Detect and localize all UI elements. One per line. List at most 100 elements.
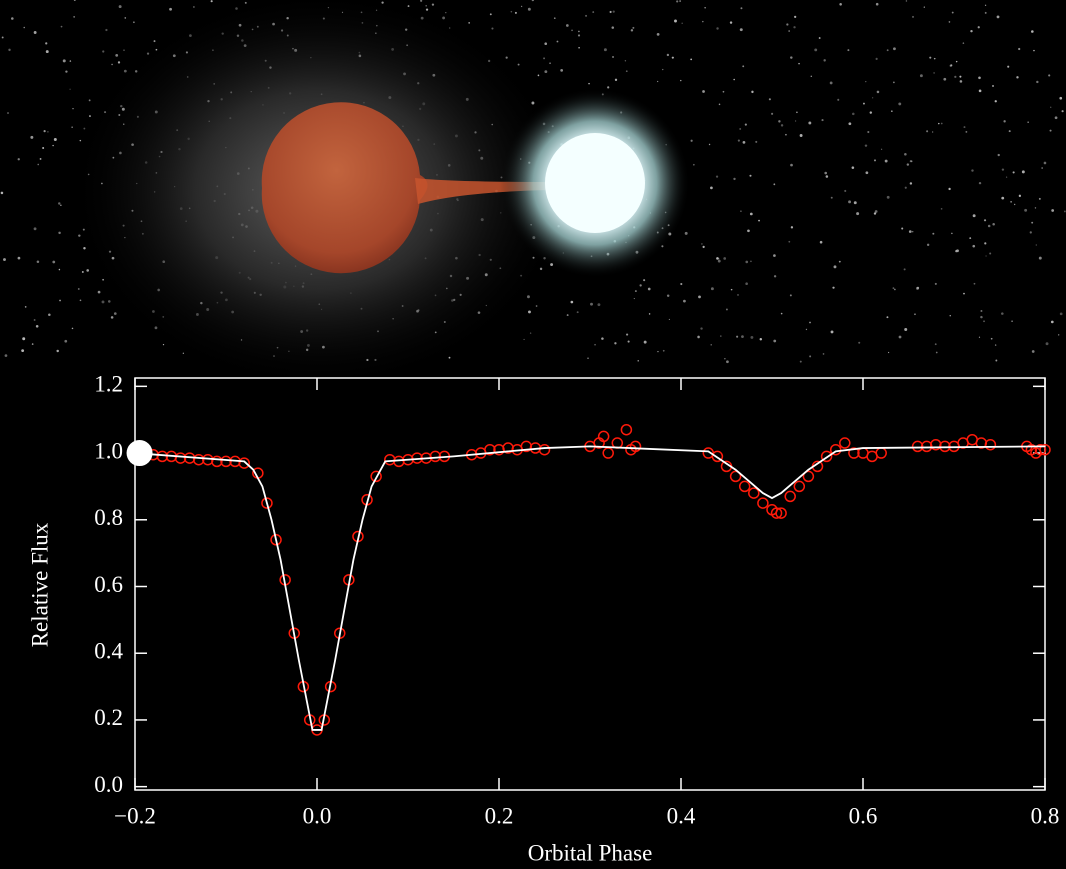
star [811, 76, 812, 77]
data-point [603, 448, 613, 458]
star [790, 56, 792, 58]
star [1, 192, 4, 195]
star [672, 57, 674, 59]
star [1024, 209, 1027, 212]
star [912, 231, 914, 233]
star [667, 294, 669, 296]
star [432, 3, 434, 5]
star [7, 112, 8, 113]
star [831, 331, 834, 334]
star [726, 309, 728, 311]
star [1031, 222, 1033, 224]
star [193, 6, 195, 8]
star [490, 13, 492, 15]
star [58, 232, 60, 234]
star [626, 70, 628, 72]
star [980, 310, 982, 312]
star [907, 163, 909, 165]
star [881, 149, 882, 150]
star [747, 229, 750, 232]
data-point [385, 455, 395, 465]
star [1055, 116, 1058, 119]
star [612, 56, 614, 58]
star [740, 210, 742, 212]
star [823, 59, 825, 61]
star [865, 144, 867, 146]
star [726, 360, 729, 363]
star [773, 254, 776, 257]
star [854, 201, 857, 204]
star [701, 243, 703, 245]
x-tick-label: 0.4 [667, 803, 696, 828]
star [536, 305, 538, 307]
star [1046, 342, 1049, 345]
star [904, 153, 907, 156]
star [934, 58, 936, 60]
star [78, 288, 80, 290]
star [711, 287, 714, 290]
y-axis-title: Relative Flux [27, 522, 52, 647]
star [702, 90, 705, 93]
page: {"chart_data": { "type": "line", "x_labe… [0, 0, 1066, 869]
star [791, 226, 793, 228]
star [904, 328, 907, 331]
star [771, 113, 773, 115]
star [578, 47, 580, 49]
star [899, 336, 902, 339]
star [719, 104, 721, 106]
star [601, 337, 604, 340]
star [700, 327, 702, 329]
star [560, 69, 563, 72]
star [980, 316, 982, 318]
star [984, 219, 986, 221]
star [874, 212, 876, 214]
star [111, 64, 112, 65]
star [468, 22, 470, 24]
star [30, 136, 33, 139]
star [870, 111, 872, 113]
white-dwarf [545, 133, 645, 233]
star [11, 17, 14, 20]
star [733, 79, 735, 81]
star [1059, 97, 1062, 100]
star [102, 50, 104, 52]
star [632, 27, 634, 29]
star [667, 54, 669, 56]
star [839, 3, 842, 6]
star [625, 60, 626, 61]
star [614, 342, 616, 344]
star [1062, 110, 1064, 112]
star [679, 0, 681, 2]
star [594, 344, 596, 346]
star [891, 110, 893, 112]
star [42, 147, 44, 149]
star [44, 130, 46, 132]
star [793, 26, 795, 28]
star [631, 29, 633, 31]
star [832, 287, 834, 289]
star [814, 48, 817, 51]
star [613, 11, 615, 13]
star [511, 11, 513, 13]
star [972, 245, 975, 248]
star [578, 34, 580, 36]
star [523, 339, 524, 340]
star [680, 283, 682, 285]
star [926, 130, 928, 132]
star [809, 322, 811, 324]
star [40, 158, 42, 160]
star [806, 329, 807, 330]
star [683, 300, 686, 303]
star [1050, 130, 1052, 132]
x-tick-label: 0.6 [849, 803, 878, 828]
star [910, 160, 912, 162]
star [893, 82, 895, 84]
star [935, 343, 937, 345]
star [837, 99, 839, 101]
star [73, 16, 75, 18]
star [737, 294, 739, 296]
star [61, 26, 63, 28]
star [984, 242, 986, 244]
data-point [985, 440, 995, 450]
star [992, 223, 995, 226]
